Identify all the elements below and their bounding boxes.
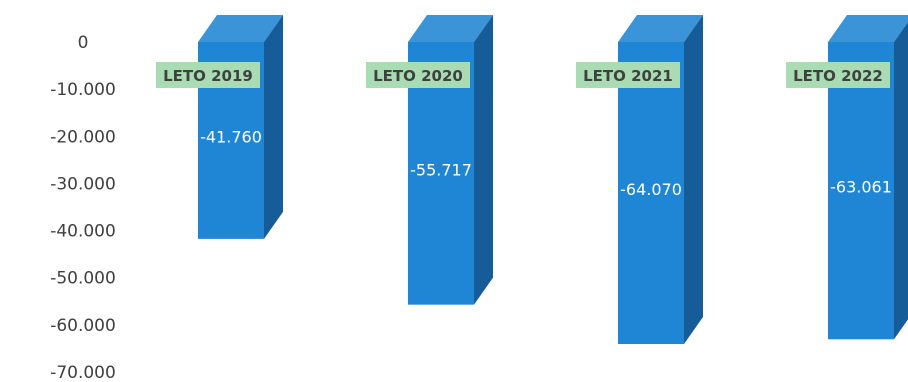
- bar: [828, 15, 908, 340]
- bar-side-face: [264, 15, 283, 239]
- y-tick-label: 0: [78, 33, 89, 53]
- category-label-bg: [786, 62, 890, 88]
- category-labels: LETO 2019 LETO 2020 LETO 2021 LETO 2022: [156, 62, 890, 88]
- category-label-bg: [576, 62, 680, 88]
- bar-side-face: [894, 22, 908, 340]
- category-label: LETO 2021: [576, 62, 680, 88]
- category-label-text: LETO 2019: [163, 67, 253, 85]
- category-label-bg: [156, 62, 260, 88]
- category-label-text: LETO 2020: [373, 67, 463, 85]
- category-label-text: LETO 2021: [583, 67, 673, 85]
- category-label-text: LETO 2022: [793, 67, 883, 85]
- category-label-bg: [366, 62, 470, 88]
- bar-side-face: [684, 15, 703, 345]
- data-label: -63.061: [830, 178, 892, 197]
- category-label: LETO 2022: [786, 62, 890, 88]
- bar-side-face: [474, 15, 493, 305]
- category-label: LETO 2019: [156, 62, 260, 88]
- y-tick-label: -10.000: [50, 80, 116, 100]
- bar-front-face: [618, 42, 684, 345]
- data-label: -41.760: [200, 127, 262, 146]
- bar-top-face: [618, 15, 703, 42]
- bar-top-face: [198, 15, 283, 42]
- y-axis: 0 -10.000 -20.000 -30.000 -40.000 -50.000 -60.…: [50, 33, 116, 382]
- data-labels: -41.760 -55.717 -64.070 -63.061: [200, 127, 892, 199]
- category-label: LETO 2020: [366, 62, 470, 88]
- bar-front-face: [828, 42, 894, 340]
- bar: [618, 15, 703, 345]
- data-label: -55.717: [410, 160, 472, 179]
- y-tick-label: -60.000: [50, 316, 116, 336]
- y-tick-label: -30.000: [50, 174, 116, 194]
- y-tick-label: -20.000: [50, 127, 116, 147]
- y-tick-label: -40.000: [50, 222, 116, 242]
- bar-top-face: [828, 15, 908, 42]
- bar-top-face: [408, 15, 493, 42]
- y-tick-label: -70.000: [50, 363, 116, 382]
- data-label: -64.070: [620, 180, 682, 199]
- y-tick-label: -50.000: [50, 269, 116, 289]
- bars: [198, 15, 908, 345]
